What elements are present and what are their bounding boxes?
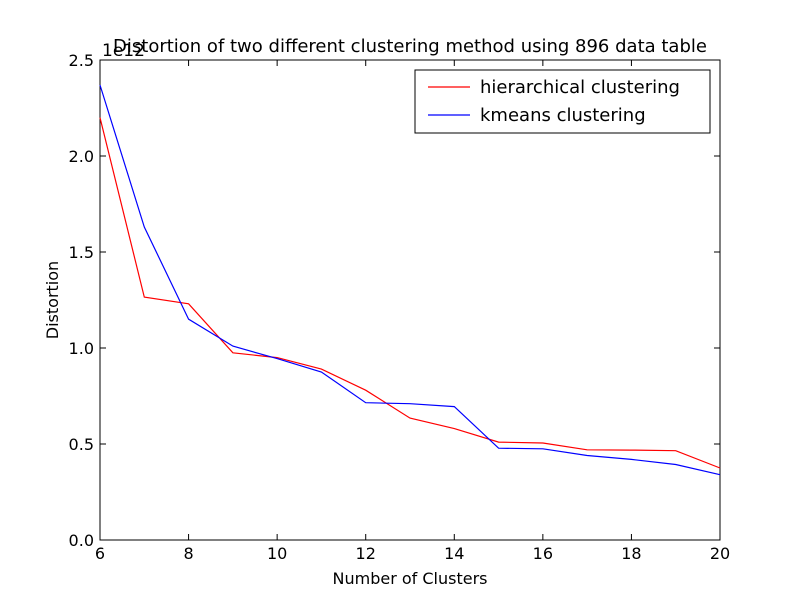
y-tick-label: 2.0	[69, 147, 94, 166]
x-tick-label: 10	[267, 544, 287, 563]
x-tick-label: 12	[356, 544, 376, 563]
x-tick-label: 18	[621, 544, 641, 563]
series-lines	[99, 84, 721, 476]
y-tick-label: 1.5	[69, 243, 94, 262]
x-tick-label: 16	[533, 544, 553, 563]
plot-area	[99, 59, 721, 541]
y-tick-label: 0.0	[69, 531, 94, 550]
series-line-hierarchical	[99, 117, 721, 469]
series-line-kmeans	[99, 84, 721, 476]
y-axis-label: Distortion	[43, 261, 62, 339]
legend-label-hierarchical: hierarchical clustering	[480, 77, 680, 98]
y-scale-label: 1e12	[102, 41, 145, 61]
x-tick-label: 8	[183, 544, 193, 563]
y-tick-label: 0.5	[69, 435, 94, 454]
x-tick-label: 6	[95, 544, 105, 563]
axis-ticks: 6 8 10 12 14 16 18 20 0.0 0.5 1.0 1.5 2.0 2.5	[69, 51, 731, 563]
x-tick-label: 14	[444, 544, 464, 563]
legend-label-kmeans: kmeans clustering	[480, 105, 646, 126]
x-tick-label: 20	[710, 544, 730, 563]
legend: hierarchical clustering kmeans clusterin…	[414, 69, 711, 134]
chart-title: Distortion of two different clustering m…	[113, 36, 707, 57]
y-tick-label: 1.0	[69, 339, 94, 358]
legend-box	[414, 69, 711, 134]
x-axis-label: Number of Clusters	[333, 569, 488, 588]
y-tick-label: 2.5	[69, 51, 94, 70]
